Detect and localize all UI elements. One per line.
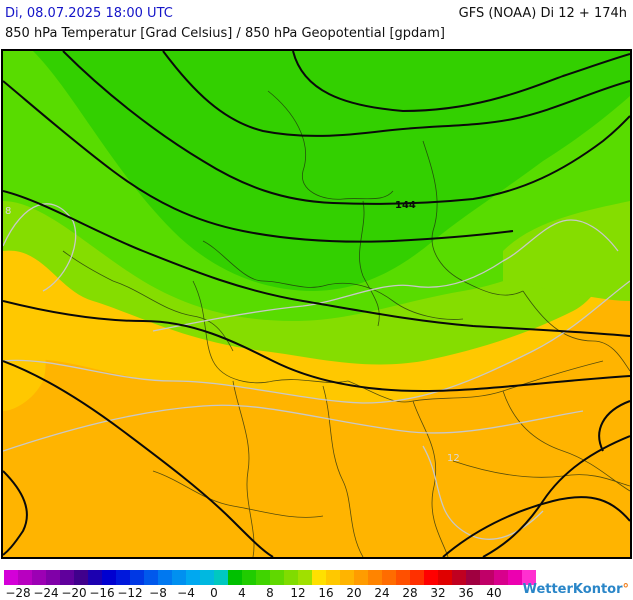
temperature-field-dark-green: [33, 51, 630, 291]
temperature-label: 12: [447, 453, 460, 464]
legend-swatch: [340, 570, 354, 585]
brand-name: WetterKontor: [522, 582, 623, 597]
legend-tick-label: 24: [374, 586, 390, 600]
legend-swatch: [354, 570, 368, 585]
legend-swatch: [452, 570, 466, 585]
geopotential-label: 144: [395, 200, 416, 211]
legend-swatch: [312, 570, 326, 585]
temperature-label: 8: [5, 206, 11, 217]
legend-tick-label: 20: [346, 586, 362, 600]
legend-tick-label: −28: [5, 586, 31, 600]
legend-swatch: [494, 570, 508, 585]
legend-swatch: [60, 570, 74, 585]
legend-swatch: [368, 570, 382, 585]
legend-tick-label: −12: [117, 586, 143, 600]
map-title: 850 hPa Temperatur [Grad Celsius] / 850 …: [5, 26, 446, 41]
brand-logo: WetterKontor°: [523, 582, 629, 597]
legend-swatch: [284, 570, 298, 585]
legend-tick-label: 0: [210, 586, 218, 600]
legend-swatch: [88, 570, 102, 585]
legend-swatch: [74, 570, 88, 585]
legend-swatch: [200, 570, 214, 585]
legend-swatch: [270, 570, 284, 585]
legend-tick-label: −4: [177, 586, 195, 600]
legend-swatch: [158, 570, 172, 585]
legend-tick-label: 8: [266, 586, 274, 600]
legend-swatch: [396, 570, 410, 585]
legend-swatch: [522, 570, 536, 585]
legend-swatch: [466, 570, 480, 585]
legend-swatch: [480, 570, 494, 585]
legend-swatch: [32, 570, 46, 585]
legend-swatch: [508, 570, 522, 585]
legend-swatch: [4, 570, 18, 585]
legend-swatch: [144, 570, 158, 585]
legend-swatch: [214, 570, 228, 585]
legend-swatch: [46, 570, 60, 585]
legend-swatch: [438, 570, 452, 585]
legend-tick-label: 12: [290, 586, 306, 600]
weather-map-canvas: 144 8 12: [3, 51, 630, 557]
legend-tick-label: 32: [430, 586, 446, 600]
legend-swatch: [18, 570, 32, 585]
legend-tick-label: 28: [402, 586, 418, 600]
legend-tick-label: −8: [149, 586, 167, 600]
legend-tick-label: 4: [238, 586, 246, 600]
legend-swatch: [382, 570, 396, 585]
legend-tick-label: −16: [89, 586, 115, 600]
legend-tick-label: −24: [33, 586, 59, 600]
color-scale-legend: [4, 570, 536, 585]
geopotential-isolines: [3, 51, 630, 557]
legend-tick-label: 40: [486, 586, 502, 600]
weather-map[interactable]: 144 8 12: [1, 49, 632, 559]
legend-swatch: [242, 570, 256, 585]
legend-tick-label: 16: [318, 586, 334, 600]
legend-swatch: [424, 570, 438, 585]
brand-mark-icon: °: [622, 582, 630, 597]
legend-swatch: [172, 570, 186, 585]
legend-swatch: [298, 570, 312, 585]
legend-swatch: [256, 570, 270, 585]
legend-swatch: [326, 570, 340, 585]
country-borders: [62, 90, 630, 557]
legend-swatch: [410, 570, 424, 585]
model-run-label: GFS (NOAA) Di 12 + 174h: [458, 6, 627, 21]
legend-tick-label: −20: [61, 586, 87, 600]
legend-swatch: [186, 570, 200, 585]
forecast-datetime: Di, 08.07.2025 18:00 UTC: [5, 6, 173, 21]
legend-swatch: [228, 570, 242, 585]
legend-swatch: [116, 570, 130, 585]
legend-swatch: [102, 570, 116, 585]
legend-swatch: [130, 570, 144, 585]
legend-tick-label: 36: [458, 586, 474, 600]
